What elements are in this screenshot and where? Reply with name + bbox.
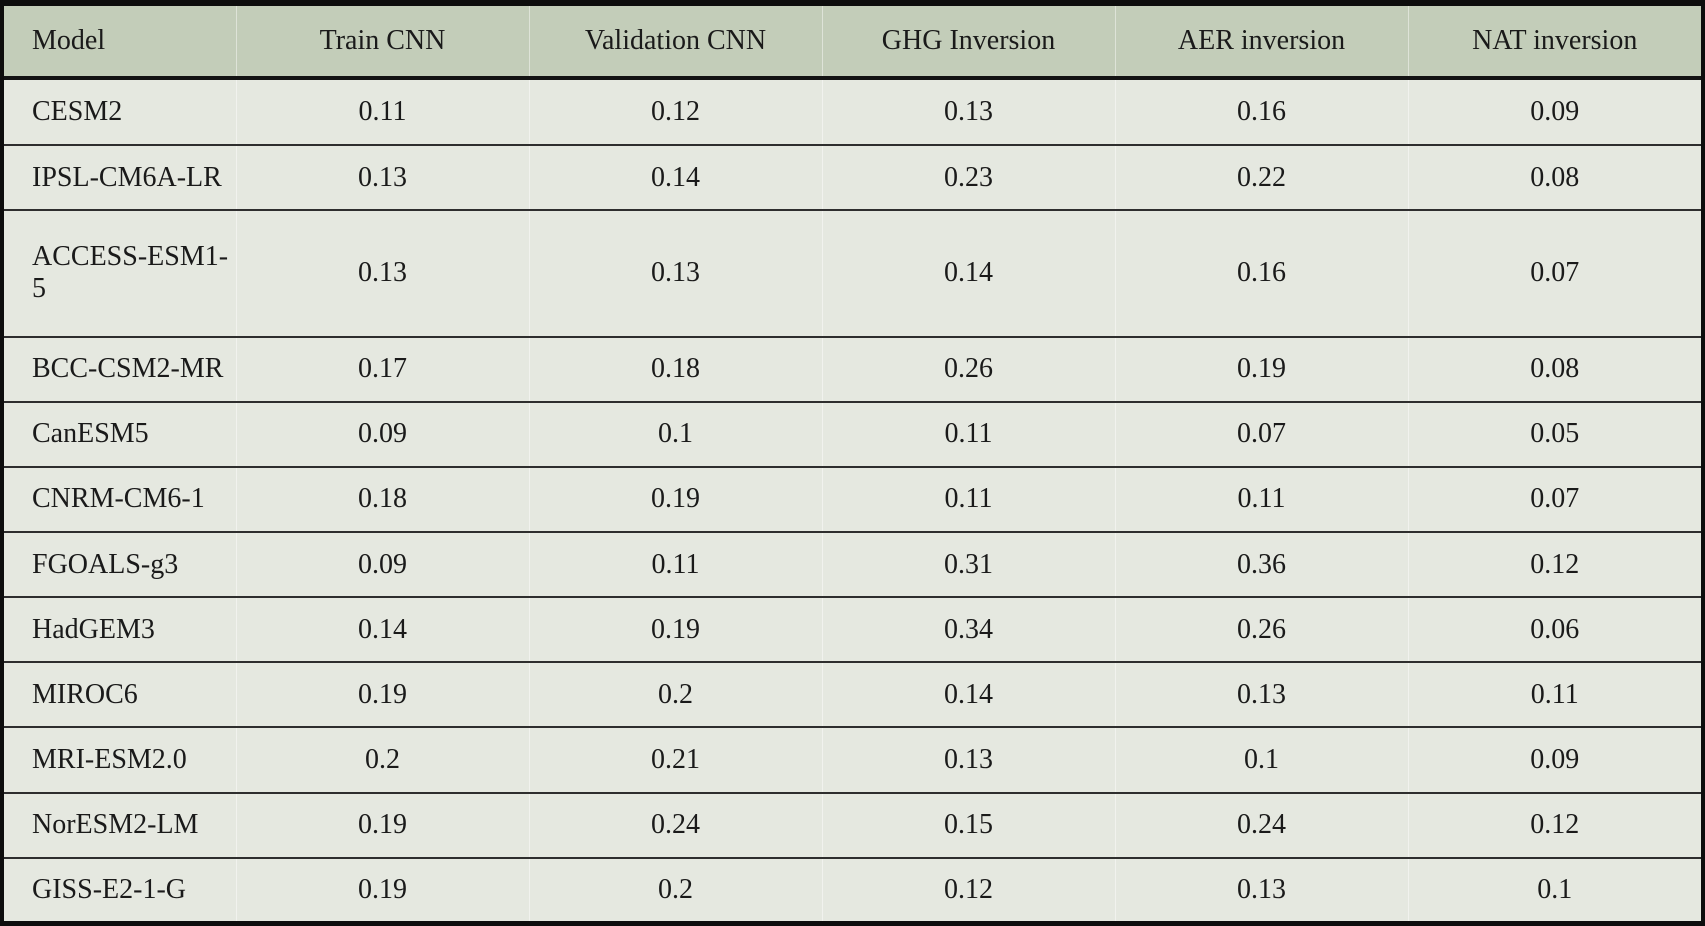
value-cell: 0.1: [1407, 856, 1701, 921]
value-cell: 0.18: [235, 465, 529, 533]
header-row: Model Train CNN Validation CNN GHG Inver…: [4, 6, 1701, 80]
value-cell: 0.36: [1114, 531, 1408, 598]
table-row: IPSL-CM6A-LR 0.13 0.14 0.23 0.22 0.08: [4, 144, 1701, 211]
value-cell: 0.19: [1114, 335, 1408, 402]
table-row: NorESM2-LM 0.19 0.24 0.15 0.24 0.12: [4, 791, 1701, 858]
value-cell: 0.14: [235, 596, 529, 663]
column-header-aer-inversion: AER inversion: [1114, 6, 1408, 80]
value-cell: 0.22: [1114, 144, 1408, 211]
value-cell: 0.19: [235, 661, 529, 728]
value-cell: 0.09: [1407, 78, 1701, 146]
value-cell: 0.31: [821, 531, 1115, 598]
value-cell: 0.2: [235, 726, 529, 793]
value-cell: 0.12: [821, 856, 1115, 921]
value-cell: 0.13: [1114, 661, 1408, 728]
model-name-cell: NorESM2-LM: [4, 791, 236, 858]
model-metrics-table: Model Train CNN Validation CNN GHG Inver…: [4, 6, 1701, 921]
value-cell: 0.08: [1407, 335, 1701, 402]
value-cell: 0.05: [1407, 400, 1701, 467]
value-cell: 0.26: [1114, 596, 1408, 663]
value-cell: 0.11: [528, 531, 822, 598]
model-name-cell: IPSL-CM6A-LR: [4, 144, 236, 211]
value-cell: 0.13: [235, 209, 529, 337]
model-name-cell: BCC-CSM2-MR: [4, 335, 236, 402]
value-cell: 0.14: [821, 209, 1115, 337]
value-cell: 0.09: [1407, 726, 1701, 793]
value-cell: 0.11: [235, 78, 529, 146]
model-name-cell: CNRM-CM6-1: [4, 465, 236, 533]
value-cell: 0.24: [528, 791, 822, 858]
model-name-cell: MRI-ESM2.0: [4, 726, 236, 793]
value-cell: 0.15: [821, 791, 1115, 858]
model-name-cell: GISS-E2-1-G: [4, 856, 236, 921]
table-row: ACCESS-ESM1-5 0.13 0.13 0.14 0.16 0.07: [4, 209, 1701, 337]
table-row: BCC-CSM2-MR 0.17 0.18 0.26 0.19 0.08: [4, 335, 1701, 402]
value-cell: 0.17: [235, 335, 529, 402]
column-header-model: Model: [4, 6, 236, 80]
model-name-cell: HadGEM3: [4, 596, 236, 663]
value-cell: 0.07: [1407, 209, 1701, 337]
value-cell: 0.24: [1114, 791, 1408, 858]
value-cell: 0.21: [528, 726, 822, 793]
value-cell: 0.13: [821, 78, 1115, 146]
table-row: HadGEM3 0.14 0.19 0.34 0.26 0.06: [4, 596, 1701, 663]
value-cell: 0.08: [1407, 144, 1701, 211]
value-cell: 0.06: [1407, 596, 1701, 663]
value-cell: 0.12: [528, 78, 822, 146]
value-cell: 0.19: [528, 596, 822, 663]
value-cell: 0.14: [528, 144, 822, 211]
model-name-cell: CanESM5: [4, 400, 236, 467]
value-cell: 0.23: [821, 144, 1115, 211]
column-header-train-cnn: Train CNN: [235, 6, 529, 80]
value-cell: 0.2: [528, 856, 822, 921]
value-cell: 0.26: [821, 335, 1115, 402]
model-name-cell: CESM2: [32, 96, 123, 128]
value-cell: 0.09: [235, 531, 529, 598]
column-header-ghg-inversion: GHG Inversion: [821, 6, 1115, 80]
value-cell: 0.07: [1407, 465, 1701, 533]
value-cell: 0.13: [528, 209, 822, 337]
value-cell: 0.11: [821, 400, 1115, 467]
table-row: GISS-E2-1-G 0.19 0.2 0.12 0.13 0.1: [4, 856, 1701, 921]
value-cell: 0.13: [235, 144, 529, 211]
value-cell: 0.11: [1114, 465, 1408, 533]
value-cell: 0.2: [528, 661, 822, 728]
table-row: MIROC6 0.19 0.2 0.14 0.13 0.11: [4, 661, 1701, 728]
value-cell: 0.07: [1114, 400, 1408, 467]
value-cell: 0.11: [821, 465, 1115, 533]
model-name-cell: MIROC6: [4, 661, 236, 728]
value-cell: 0.19: [528, 465, 822, 533]
value-cell: 0.13: [1114, 856, 1408, 921]
value-cell: 0.1: [1114, 726, 1408, 793]
value-cell: 0.19: [235, 856, 529, 921]
value-cell: 0.16: [1114, 209, 1408, 337]
value-cell: 0.11: [1407, 661, 1701, 728]
value-cell: 0.16: [1114, 78, 1408, 146]
table-row: CESM2 0.11 0.12 0.13 0.16 0.09: [4, 78, 1701, 146]
value-cell: 0.13: [821, 726, 1115, 793]
value-cell: 0.12: [1407, 791, 1701, 858]
value-cell: 0.09: [235, 400, 529, 467]
model-name-cell: ACCESS-ESM1-5: [4, 209, 236, 337]
value-cell: 0.14: [821, 661, 1115, 728]
table-header: Model Train CNN Validation CNN GHG Inver…: [4, 6, 1701, 80]
column-header-nat-inversion: NAT inversion: [1407, 6, 1701, 80]
table-row: CNRM-CM6-1 0.18 0.19 0.11 0.11 0.07: [4, 465, 1701, 533]
column-header-validation-cnn: Validation CNN: [528, 6, 822, 80]
value-cell: 0.1: [528, 400, 822, 467]
value-cell: 0.12: [1407, 531, 1701, 598]
table-row: FGOALS-g3 0.09 0.11 0.31 0.36 0.12: [4, 531, 1701, 598]
value-cell: 0.19: [235, 791, 529, 858]
table-row: MRI-ESM2.0 0.2 0.21 0.13 0.1 0.09: [4, 726, 1701, 793]
table-body: CESM2 0.11 0.12 0.13 0.16 0.09 IPSL-CM6A…: [4, 78, 1701, 921]
table-row: CanESM5 0.09 0.1 0.11 0.07 0.05: [4, 400, 1701, 467]
model-name-cell: FGOALS-g3: [4, 531, 236, 598]
value-cell: 0.34: [821, 596, 1115, 663]
value-cell: 0.18: [528, 335, 822, 402]
